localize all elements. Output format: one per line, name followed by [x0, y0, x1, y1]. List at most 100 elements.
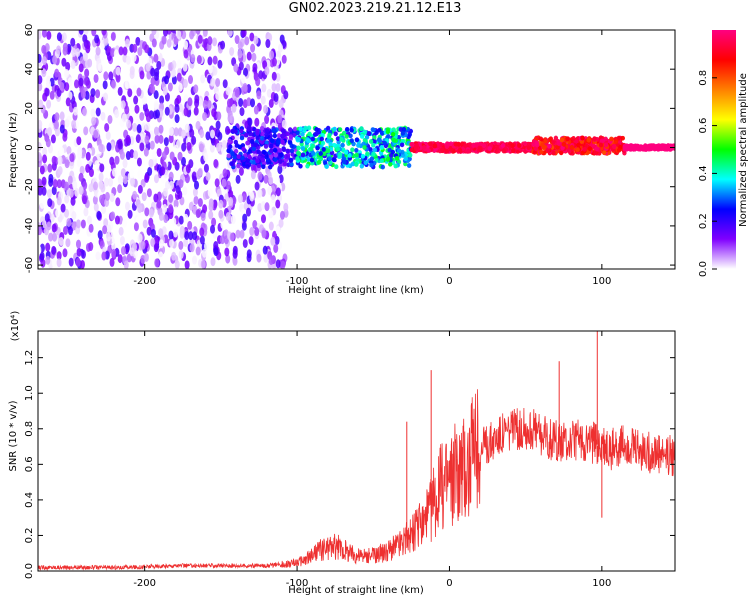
spectrogram-cell [444, 148, 450, 154]
spectrogram-cell [359, 134, 365, 139]
spectrogram-y-tick-label: -20 [24, 179, 35, 195]
spectrogram-cell [71, 47, 77, 57]
spectrogram-cell [263, 143, 269, 149]
spectrogram-cell [538, 136, 543, 142]
spectrogram-cell [46, 79, 52, 89]
spectrogram-cell [580, 135, 585, 141]
spectrogram-cell [131, 52, 137, 62]
spectrogram-cell [369, 156, 375, 162]
spectrogram-cell [139, 70, 145, 80]
colorbar-tick-label: 0.6 [698, 118, 709, 134]
spectrogram-y-tick-label: -60 [24, 257, 35, 273]
spectrogram-cell [66, 217, 72, 227]
page-title: GN02.2023.219.21.12.E13 [288, 1, 462, 16]
spectrogram-cell [62, 46, 68, 56]
spectrogram-cell [396, 148, 402, 154]
spectrogram-cell [88, 168, 94, 178]
spectrogram-cell [575, 147, 580, 153]
spectrogram-cell [90, 108, 96, 118]
spectrogram-cell [65, 61, 71, 71]
spectrogram-cell [145, 113, 151, 123]
spectrogram-cell [133, 222, 139, 232]
spectrogram-cell [334, 164, 339, 170]
spectrogram-cell [56, 196, 62, 206]
spectrogram-cell [261, 164, 266, 170]
spectrogram-cell [268, 256, 274, 266]
spectrogram-cell [281, 119, 287, 129]
snr-y-tick-label: 0.8 [24, 421, 35, 437]
spectrogram-cell [210, 77, 216, 87]
spectrogram-cell [210, 224, 216, 234]
spectrogram-cell [64, 159, 70, 169]
spectrogram-cell [248, 131, 253, 137]
spectrogram-cell [551, 150, 556, 156]
spectrogram-cell [87, 58, 93, 68]
spectrogram-cell [359, 163, 365, 169]
spectrogram-cell [108, 71, 114, 81]
spectrogram-cell [215, 120, 221, 130]
spectrogram-cell [272, 147, 278, 153]
spectrogram-cell [241, 30, 247, 38]
spectrogram-cell [56, 87, 62, 97]
spectrogram-cell [533, 146, 539, 152]
spectrogram-cell [38, 30, 42, 40]
spectrogram-cell [93, 129, 99, 139]
spectrogram-cell [255, 158, 260, 164]
spectrogram-cell [70, 60, 76, 70]
spectrogram-cell [555, 144, 560, 150]
spectrogram-cell [137, 184, 143, 194]
spectrogram-cell [640, 144, 646, 150]
spectrogram-y-tick-label: 0 [24, 144, 35, 150]
spectrogram-cell [51, 155, 57, 165]
spectrogram-cell [170, 68, 176, 78]
spectrogram-cell [247, 154, 252, 160]
spectrogram-cell [362, 145, 367, 150]
spectrogram-cell [457, 147, 463, 153]
spectrogram-cell [46, 99, 52, 109]
spectrogram-y-tick-label: 60 [24, 24, 35, 37]
spectrogram-cell [264, 66, 270, 76]
spectrogram-cell [93, 181, 99, 191]
spectrogram-cell [250, 43, 256, 53]
spectrogram-cell [319, 136, 324, 142]
spectrogram-cell [52, 55, 58, 65]
spectrogram-cell [192, 187, 198, 197]
spectrogram-cell [172, 228, 178, 238]
spectrogram-cell [652, 145, 657, 151]
spectrogram-cell [193, 106, 199, 116]
spectrogram-cell [129, 103, 135, 113]
spectrogram-cell [448, 147, 453, 152]
spectrogram-cell [386, 134, 391, 139]
spectrogram-cell [212, 37, 218, 47]
spectrogram-cell [281, 132, 286, 138]
spectrogram-cell [400, 149, 405, 155]
colorbar-tick-label: 0.0 [698, 261, 709, 277]
spectrogram-cell [76, 247, 82, 257]
spectrogram-cell [135, 36, 141, 46]
spectrogram-cell [195, 209, 201, 219]
spectrogram-cell [169, 180, 175, 190]
spectrogram-cell [124, 80, 130, 90]
spectrogram-cell [45, 242, 51, 252]
spectrogram-cell [496, 148, 501, 154]
spectrogram-cell [129, 66, 135, 76]
spectrogram-cell [210, 257, 216, 267]
spectrogram-cell [288, 134, 294, 140]
spectrogram-cell [269, 143, 274, 149]
spectrogram-cell [306, 156, 311, 162]
spectrogram-y-tick-label: 40 [24, 63, 35, 76]
snr-y-tick-label: 1.2 [24, 350, 35, 366]
spectrogram-cell [225, 212, 231, 222]
spectrogram-cell [327, 156, 332, 162]
spectrogram-cell [558, 150, 564, 156]
spectrogram-cell [263, 174, 269, 184]
spectrogram-cell [51, 30, 57, 37]
spectrogram-cell [92, 195, 98, 205]
spectrogram-cell [109, 257, 115, 267]
spectrogram-cell [127, 88, 133, 98]
spectrogram-cell [133, 150, 139, 160]
spectrogram-cell [38, 99, 44, 109]
spectrogram-cell [199, 129, 205, 139]
spectrogram-cell [177, 190, 183, 200]
spectrogram-cell [281, 54, 287, 64]
